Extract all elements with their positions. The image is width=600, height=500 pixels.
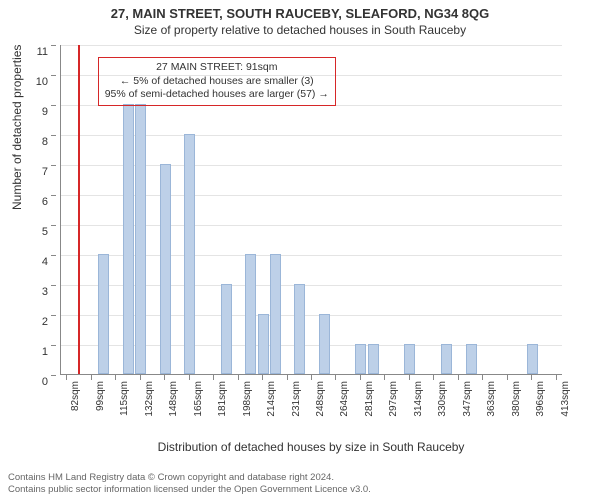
x-tick-mark <box>482 375 483 380</box>
x-tick-label: 347sqm <box>462 381 473 417</box>
y-tick-mark <box>51 135 56 136</box>
x-tick-mark <box>66 375 67 380</box>
bar <box>294 284 305 374</box>
x-tick-mark <box>556 375 557 380</box>
x-tick-mark <box>531 375 532 380</box>
chart-container: 27, MAIN STREET, SOUTH RAUCEBY, SLEAFORD… <box>0 0 600 500</box>
y-tick-label: 11 <box>37 46 48 58</box>
y-tick-mark <box>51 195 56 196</box>
annotation-line: 27 MAIN STREET: 91sqm <box>105 61 329 75</box>
x-tick-mark <box>507 375 508 380</box>
y-tick-mark <box>51 345 56 346</box>
x-tick-label: 148sqm <box>168 381 179 417</box>
y-tick-mark <box>51 375 56 376</box>
bar <box>160 164 171 374</box>
x-tick-label: 363sqm <box>486 381 497 417</box>
bar <box>466 344 477 374</box>
x-tick-label: 82sqm <box>70 381 81 411</box>
y-tick-mark <box>51 225 56 226</box>
bar <box>258 314 269 374</box>
footer-line-1: Contains HM Land Registry data © Crown c… <box>8 472 371 484</box>
y-tick-mark <box>51 75 56 76</box>
x-tick-label: 198sqm <box>242 381 253 417</box>
bar <box>527 344 538 374</box>
x-axis-label: Distribution of detached houses by size … <box>60 440 562 454</box>
x-tick-label: 231sqm <box>291 381 302 417</box>
x-tick-mark <box>213 375 214 380</box>
x-axis: 82sqm 99sqm 115sqm 132sqm 148sqm 165sqm 181sqm… <box>60 375 562 445</box>
y-tick-label: 8 <box>42 136 48 148</box>
x-tick-mark <box>433 375 434 380</box>
y-axis: 01234567891011 <box>0 45 56 375</box>
x-tick-label: 165sqm <box>193 381 204 417</box>
x-tick-label: 99sqm <box>95 381 106 411</box>
bar <box>245 254 256 374</box>
x-tick-mark <box>360 375 361 380</box>
chart-title: 27, MAIN STREET, SOUTH RAUCEBY, SLEAFORD… <box>0 0 600 21</box>
annotation-box: 27 MAIN STREET: 91sqm← 5% of detached ho… <box>98 57 336 106</box>
x-tick-mark <box>164 375 165 380</box>
plot-area: 27 MAIN STREET: 91sqm← 5% of detached ho… <box>60 45 562 375</box>
y-tick-label: 9 <box>42 106 48 118</box>
footer-line-2: Contains public sector information licen… <box>8 484 371 496</box>
x-tick-mark <box>287 375 288 380</box>
y-tick-label: 0 <box>42 376 48 388</box>
bar <box>355 344 366 374</box>
x-tick-mark <box>384 375 385 380</box>
y-tick-mark <box>51 165 56 166</box>
x-tick-label: 248sqm <box>315 381 326 417</box>
x-tick-label: 132sqm <box>144 381 155 417</box>
bar <box>184 134 195 374</box>
bar <box>98 254 109 374</box>
x-tick-label: 281sqm <box>364 381 375 417</box>
x-tick-label: 115sqm <box>119 381 130 416</box>
x-tick-mark <box>262 375 263 380</box>
y-tick-label: 1 <box>42 346 48 358</box>
x-tick-label: 314sqm <box>413 381 424 417</box>
x-tick-label: 297sqm <box>388 381 399 417</box>
x-tick-mark <box>91 375 92 380</box>
bar <box>221 284 232 374</box>
x-tick-label: 181sqm <box>217 381 228 417</box>
x-tick-label: 396sqm <box>535 381 546 417</box>
y-tick-mark <box>51 45 56 46</box>
bar <box>368 344 379 374</box>
y-tick-label: 3 <box>42 286 48 298</box>
x-tick-mark <box>458 375 459 380</box>
y-tick-label: 2 <box>42 316 48 328</box>
x-tick-label: 380sqm <box>511 381 522 417</box>
y-tick-mark <box>51 255 56 256</box>
bar <box>135 104 146 374</box>
bar <box>319 314 330 374</box>
y-tick-mark <box>51 315 56 316</box>
chart-subtitle: Size of property relative to detached ho… <box>0 21 600 37</box>
x-tick-mark <box>311 375 312 380</box>
x-tick-label: 413sqm <box>560 381 571 417</box>
y-tick-mark <box>51 105 56 106</box>
annotation-line: 95% of semi-detached houses are larger (… <box>105 88 329 102</box>
x-tick-mark <box>409 375 410 380</box>
x-tick-mark <box>238 375 239 380</box>
x-tick-mark <box>189 375 190 380</box>
bar <box>123 104 134 374</box>
x-tick-label: 330sqm <box>437 381 448 417</box>
y-tick-label: 7 <box>42 166 48 178</box>
annotation-line: ← 5% of detached houses are smaller (3) <box>105 75 329 89</box>
bar <box>270 254 281 374</box>
reference-line <box>78 45 80 374</box>
y-tick-label: 4 <box>42 256 48 268</box>
footer-attribution: Contains HM Land Registry data © Crown c… <box>8 472 371 496</box>
y-tick-label: 5 <box>42 226 48 238</box>
y-tick-mark <box>51 285 56 286</box>
x-tick-mark <box>335 375 336 380</box>
y-tick-label: 10 <box>36 76 48 88</box>
x-tick-mark <box>140 375 141 380</box>
x-tick-label: 264sqm <box>339 381 350 417</box>
y-tick-label: 6 <box>42 196 48 208</box>
x-tick-label: 214sqm <box>266 381 277 417</box>
bar <box>404 344 415 374</box>
bar <box>441 344 452 374</box>
x-tick-mark <box>115 375 116 380</box>
